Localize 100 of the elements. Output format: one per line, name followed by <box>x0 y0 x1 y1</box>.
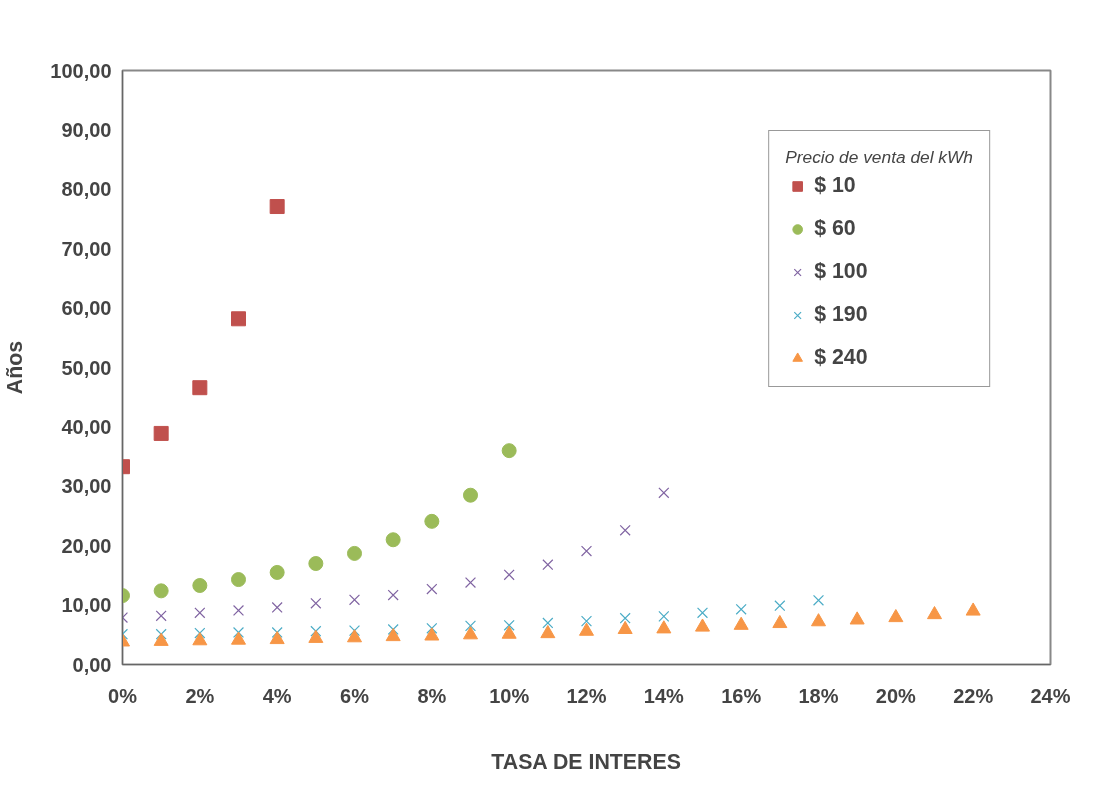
point <box>194 627 206 639</box>
point <box>658 487 670 499</box>
point <box>192 380 208 396</box>
point <box>463 626 478 640</box>
point <box>464 620 477 632</box>
point <box>155 628 167 640</box>
point <box>192 578 208 593</box>
point <box>387 589 399 601</box>
y-tick-label: 70,00 <box>61 237 112 260</box>
point <box>542 559 554 571</box>
point <box>735 603 747 615</box>
legend-label: $ 240 <box>814 345 868 370</box>
point <box>812 594 825 606</box>
x-tick-label: 12% <box>566 684 607 707</box>
point <box>308 556 324 572</box>
point <box>426 622 438 634</box>
point <box>348 594 361 606</box>
point <box>192 632 208 646</box>
x-tick-label: 10% <box>489 684 530 707</box>
point <box>811 613 826 627</box>
legend-title: Precio de venta del kWh <box>785 147 973 168</box>
point <box>733 616 749 630</box>
point <box>542 617 554 629</box>
y-tick-label: 90,00 <box>61 118 112 141</box>
point <box>153 425 169 441</box>
point <box>310 625 322 637</box>
x-tick-label: 22% <box>953 684 994 707</box>
point <box>580 615 593 627</box>
point <box>424 513 440 529</box>
point <box>426 583 438 595</box>
point <box>153 583 169 599</box>
point <box>464 576 477 589</box>
point <box>348 625 361 637</box>
x-tick-label: 14% <box>643 684 685 707</box>
point <box>695 618 710 632</box>
y-tick-label: 80,00 <box>61 178 112 201</box>
point <box>271 601 283 614</box>
point <box>658 610 670 622</box>
point <box>231 311 246 327</box>
point <box>579 622 594 636</box>
point <box>231 572 246 588</box>
y-tick-label: 20,00 <box>61 534 112 557</box>
point <box>347 545 362 561</box>
point <box>774 600 786 612</box>
y-tick-label: 40,00 <box>61 415 112 438</box>
point <box>501 443 517 459</box>
point <box>310 597 322 609</box>
point <box>503 569 515 581</box>
x-tick-label: 18% <box>798 684 839 707</box>
legend-label: $ 100 <box>814 259 868 284</box>
point <box>385 628 401 642</box>
point <box>501 625 517 639</box>
point <box>540 625 556 639</box>
x-axis-title: TASA DE INTERES <box>491 749 681 774</box>
legend-label: $ 10 <box>814 173 856 198</box>
point <box>927 606 942 620</box>
point <box>347 629 362 643</box>
point <box>385 532 401 548</box>
y-tick-label: 0,00 <box>72 653 112 676</box>
point <box>194 607 206 619</box>
point <box>503 619 515 631</box>
legend-label: $ 60 <box>814 216 856 241</box>
point <box>153 632 169 646</box>
point <box>424 627 440 641</box>
point <box>269 199 285 215</box>
y-tick-label: 50,00 <box>61 356 112 379</box>
point <box>619 524 631 536</box>
y-axis-title: Años <box>3 340 28 395</box>
legend-label: $ 190 <box>814 302 868 327</box>
y-tick-label: 60,00 <box>61 297 112 320</box>
point <box>772 614 788 629</box>
point <box>271 626 283 638</box>
x-tick-label: 16% <box>721 684 762 707</box>
x-tick-label: 4% <box>262 684 292 707</box>
point <box>696 607 709 619</box>
point <box>580 545 593 557</box>
point <box>463 487 478 503</box>
point <box>269 630 285 645</box>
y-tick-label: 100,00 <box>50 59 112 82</box>
point <box>269 564 285 580</box>
x-tick-label: 20% <box>875 684 917 707</box>
point <box>231 631 246 645</box>
x-tick-label: 6% <box>340 684 370 707</box>
x-tick-label: 0% <box>108 684 138 707</box>
point <box>888 608 904 623</box>
point <box>965 602 981 616</box>
point <box>387 623 399 635</box>
point <box>656 620 672 634</box>
y-tick-label: 30,00 <box>61 475 112 498</box>
point <box>617 620 633 634</box>
point <box>155 610 167 622</box>
point <box>849 611 865 625</box>
y-tick-label: 10,00 <box>61 594 112 617</box>
x-tick-label: 8% <box>417 684 447 707</box>
point <box>232 626 245 638</box>
point <box>232 604 245 616</box>
point <box>619 612 631 624</box>
point <box>308 629 324 643</box>
x-tick-label: 24% <box>1030 684 1071 707</box>
x-tick-label: 2% <box>185 684 215 707</box>
